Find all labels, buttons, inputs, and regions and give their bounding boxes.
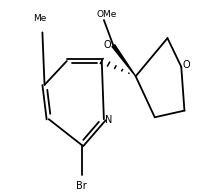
Text: O: O <box>104 40 111 50</box>
Text: O: O <box>183 60 190 70</box>
Text: OMe: OMe <box>97 10 117 19</box>
Text: N: N <box>105 115 112 125</box>
Text: Me: Me <box>33 14 47 23</box>
Text: Br: Br <box>76 181 87 191</box>
Polygon shape <box>112 45 136 76</box>
